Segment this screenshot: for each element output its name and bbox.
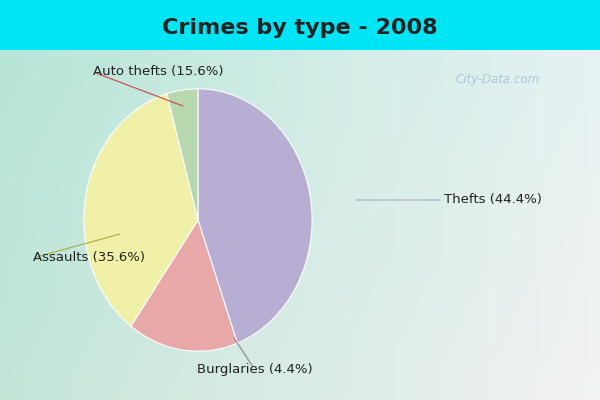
Text: Auto thefts (15.6%): Auto thefts (15.6%) <box>93 66 223 78</box>
Text: Thefts (44.4%): Thefts (44.4%) <box>444 194 542 206</box>
Text: Crimes by type - 2008: Crimes by type - 2008 <box>162 18 438 38</box>
Wedge shape <box>198 89 312 343</box>
Wedge shape <box>131 220 238 351</box>
Wedge shape <box>167 89 198 220</box>
Text: Assaults (35.6%): Assaults (35.6%) <box>33 252 145 264</box>
Wedge shape <box>84 94 198 326</box>
Text: Burglaries (4.4%): Burglaries (4.4%) <box>197 364 313 376</box>
Text: City-Data.com: City-Data.com <box>456 74 540 86</box>
